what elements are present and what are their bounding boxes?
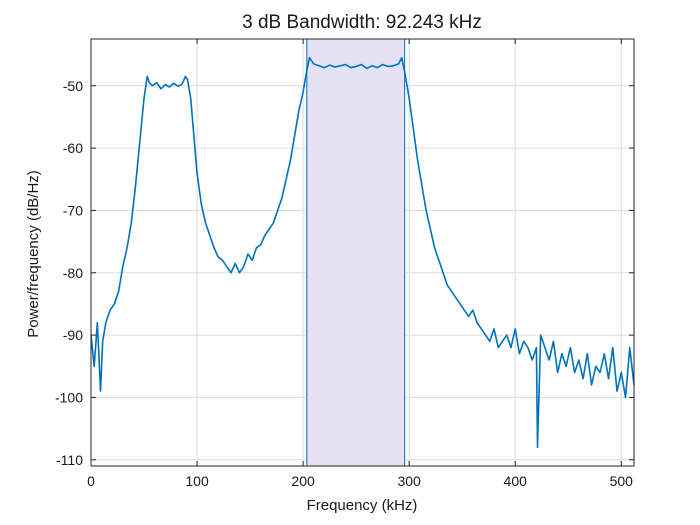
y-tick-label: -50 — [63, 78, 83, 94]
axis-ticks: 0 100 200 300 400 500 -110 -100 -90 -80 -70 -60 -50 — [55, 39, 634, 489]
spectrum-line — [90, 56, 635, 449]
y-tick-label: -70 — [63, 202, 83, 218]
y-tick-label: -80 — [63, 265, 83, 281]
y-tick-label: -110 — [56, 452, 83, 468]
x-axis-label: Frequency (kHz) — [307, 497, 418, 514]
x-tick-label: 500 — [610, 473, 634, 489]
x-tick-label: 100 — [185, 473, 209, 489]
x-tick-label: 300 — [397, 473, 421, 489]
y-tick-label: -90 — [63, 327, 83, 343]
y-tick-label: -60 — [63, 140, 83, 156]
x-tick-label: 0 — [87, 473, 95, 489]
y-tick-label: -100 — [55, 389, 83, 405]
plot-frame — [90, 38, 635, 467]
chart-title: 3 dB Bandwidth: 92.243 kHz — [242, 12, 482, 33]
x-tick-label: 400 — [504, 473, 528, 489]
y-axis-label: Power/frequency (dB/Hz) — [25, 170, 42, 338]
bandwidth-region — [306, 39, 405, 466]
x-tick-label: 200 — [291, 473, 315, 489]
